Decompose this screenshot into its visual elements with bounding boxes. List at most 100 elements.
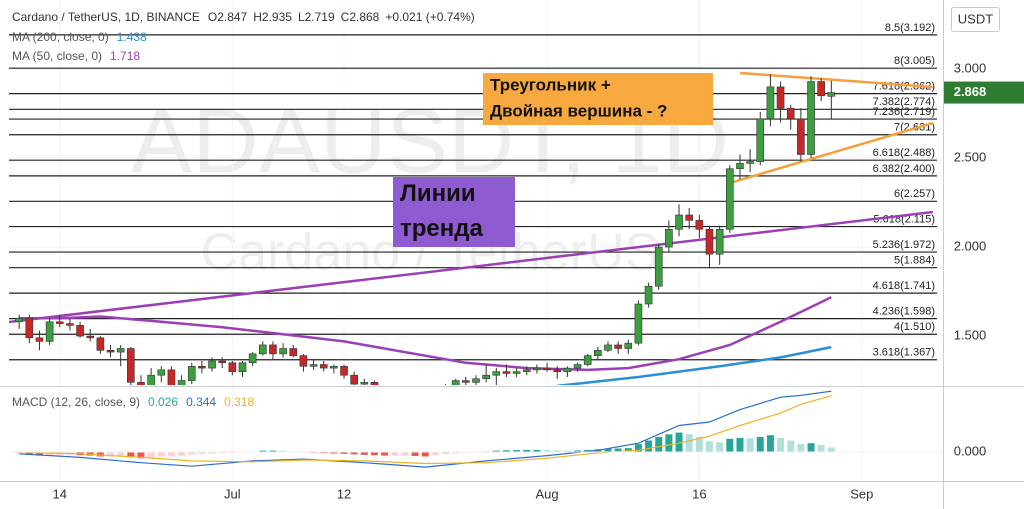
candle-body: [187, 366, 196, 381]
histogram-bar: [563, 450, 571, 453]
histogram-bar: [167, 452, 175, 457]
candle-body: [705, 228, 714, 255]
candle-body: [736, 163, 744, 170]
histogram-bar: [147, 452, 155, 458]
histogram-bar: [269, 450, 277, 453]
candle-body: [563, 367, 572, 372]
candle-body: [654, 246, 663, 287]
candle-body: [45, 321, 54, 342]
histogram-bar: [340, 452, 348, 454]
histogram-bar: [411, 452, 419, 456]
candle-body: [614, 344, 622, 349]
legend-line: MA (50, close, 0) 1.718: [12, 49, 140, 63]
histogram-bar: [523, 449, 531, 453]
legend-text: O: [208, 10, 217, 24]
legend-text: +0.021 (+0.74%): [385, 10, 474, 24]
legend-text: H: [253, 10, 262, 24]
histogram-bar: [259, 450, 267, 453]
candle-body: [350, 374, 358, 385]
candle-body: [238, 362, 247, 372]
histogram-bar: [96, 452, 104, 457]
candle-body: [259, 344, 267, 355]
level-label: 5.236(1.972): [873, 239, 935, 251]
histogram-bar: [553, 450, 561, 453]
x-tick-label: Sep: [850, 486, 873, 501]
candle-body: [512, 371, 521, 374]
histogram-bar: [716, 442, 724, 453]
level-label: 4(1.510): [894, 321, 935, 333]
candle-body: [55, 321, 64, 324]
legend-text: C: [341, 10, 350, 24]
y-tick-label: 0.000: [954, 443, 987, 458]
annotation-box: [393, 177, 515, 247]
candle-body: [106, 349, 115, 353]
histogram-bar: [452, 452, 460, 454]
currency: USDT: [958, 11, 993, 26]
legend-text: 2.868: [349, 10, 379, 24]
line: [19, 296, 832, 372]
y-tick-label: 2.500: [954, 149, 987, 164]
histogram-bar: [127, 452, 135, 458]
currency-box: [951, 7, 1000, 32]
candle-body: [492, 371, 501, 376]
histogram-bar: [614, 448, 622, 453]
candle-body: [340, 366, 348, 376]
legend-text: 0.026: [148, 395, 178, 409]
legend-text: Cardano / TetherUS, 1D, BINANCE: [12, 10, 200, 24]
legend-text: 2.847: [217, 10, 247, 24]
annotation-box: [483, 73, 713, 125]
trend-line: [739, 71, 933, 89]
legend-text: 2.935: [262, 10, 292, 24]
histogram-bar: [107, 452, 115, 457]
histogram-bar: [25, 452, 33, 455]
histogram-bar: [756, 437, 764, 453]
candle-body: [715, 228, 724, 255]
candle-body: [462, 380, 470, 383]
histogram-bar: [320, 452, 328, 454]
histogram-bar: [685, 434, 693, 453]
histogram-bar: [117, 452, 125, 456]
candle-body: [665, 228, 673, 248]
histogram-bar: [655, 437, 663, 453]
legend-text: 1.718: [110, 49, 140, 63]
candle-body: [543, 367, 551, 371]
candle-body: [807, 81, 815, 155]
level-label: 4.236(1.598): [873, 306, 935, 318]
histogram-bar: [736, 437, 744, 453]
y-tick-label: 3.000: [954, 60, 987, 75]
histogram-bar: [401, 452, 409, 456]
legend-text: 2.719: [305, 10, 335, 24]
price-label-box: [944, 81, 1024, 104]
histogram-bar: [807, 443, 815, 453]
histogram-bar: [15, 452, 23, 454]
y-tick-label: 1.500: [954, 327, 987, 342]
histogram-bar: [604, 448, 612, 453]
candle-body: [695, 220, 704, 230]
level-label: 8(3.005): [894, 55, 935, 67]
candle-body: [269, 344, 277, 355]
histogram-bar: [502, 450, 510, 453]
candle-body: [776, 86, 785, 109]
x-tick-label: 16: [692, 486, 706, 501]
histogram-bar: [350, 452, 358, 455]
legend-text: 0.318: [224, 395, 254, 409]
histogram-bar: [178, 452, 186, 456]
y-tick-label: 2.000: [954, 238, 987, 253]
level-label: 7.236(2.719): [873, 106, 935, 118]
histogram-bar: [370, 452, 378, 456]
candle-body: [634, 303, 643, 344]
annotation-text: Треугольник +: [490, 75, 611, 94]
histogram-bar: [533, 449, 541, 453]
histogram-bar: [330, 452, 338, 454]
histogram-bar: [574, 450, 582, 453]
candle-body: [248, 353, 257, 364]
histogram-bar: [746, 438, 754, 453]
histogram-bar: [766, 435, 774, 453]
legend-line: Cardano / TetherUS, 1D, BINANCE O2.847 H2.…: [12, 10, 475, 24]
histogram-bar: [442, 452, 450, 455]
legend-text: 1.438: [117, 30, 147, 44]
level-label: 7.382(2.774): [873, 96, 935, 108]
candle-body: [624, 342, 633, 349]
